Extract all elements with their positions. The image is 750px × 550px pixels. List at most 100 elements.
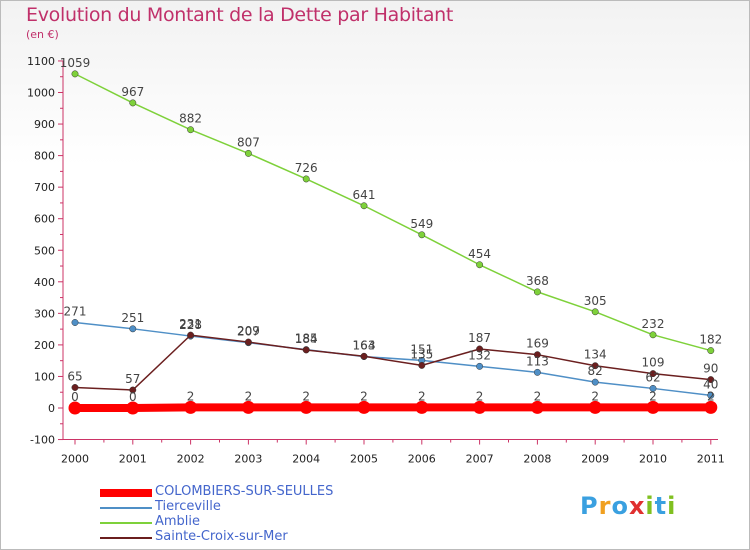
data-label: 2 [418, 389, 426, 403]
data-label: 184 [295, 332, 318, 346]
data-point [299, 400, 313, 414]
data-label: 135 [410, 347, 433, 361]
data-point [588, 400, 602, 414]
x-tick-label: 2000 [61, 453, 89, 466]
data-label: 2 [360, 389, 368, 403]
data-label: 231 [179, 317, 202, 331]
legend-swatch [100, 537, 152, 539]
legend-label: Amblie [155, 514, 201, 529]
data-point [591, 308, 599, 316]
data-label: 65 [67, 369, 82, 383]
data-label: 1059 [60, 56, 91, 70]
data-point [129, 386, 137, 394]
data-point [302, 175, 310, 183]
data-point [707, 347, 715, 355]
legend-label: Tierceville [155, 499, 221, 514]
data-label: 454 [468, 247, 491, 261]
data-point [646, 400, 660, 414]
data-label: 2 [187, 389, 195, 403]
series-line [74, 334, 711, 391]
data-point [533, 351, 541, 359]
data-label: 271 [64, 304, 87, 318]
y-tick-label: 1100 [27, 55, 55, 68]
data-label: 182 [699, 333, 722, 347]
data-point [649, 331, 657, 339]
data-label: 882 [179, 112, 202, 126]
data-point [71, 70, 79, 78]
data-point [187, 126, 195, 134]
data-label: 207 [237, 325, 260, 339]
x-tick-label: 2002 [177, 453, 205, 466]
data-point [357, 400, 371, 414]
data-point [68, 401, 82, 415]
data-label: 169 [526, 337, 549, 351]
data-point [707, 391, 715, 399]
data-point [187, 331, 195, 339]
data-label: 967 [121, 85, 144, 99]
data-label: 113 [526, 354, 549, 368]
data-label: 2 [649, 389, 657, 403]
x-tick-label: 2003 [234, 453, 262, 466]
data-point [476, 362, 484, 370]
data-label: 0 [129, 390, 137, 404]
y-tick-label: 700 [34, 181, 55, 194]
data-label: 726 [295, 161, 318, 175]
y-tick-label: 900 [34, 118, 55, 131]
series-line [75, 403, 711, 412]
data-label: 82 [588, 364, 603, 378]
data-point [476, 345, 484, 353]
data-label: 134 [584, 348, 607, 362]
data-label: 2 [245, 389, 253, 403]
y-tick-label: 100 [34, 370, 55, 383]
data-point [707, 376, 715, 384]
data-label: 164 [353, 338, 376, 352]
y-tick-label: 800 [34, 150, 55, 163]
legend-label: Sainte-Croix-sur-Mer [155, 529, 288, 544]
data-point [415, 400, 429, 414]
x-tick-label: 2005 [350, 453, 378, 466]
y-tick-label: 400 [34, 276, 55, 289]
legend-swatch [100, 489, 152, 497]
data-label: 57 [125, 372, 140, 386]
legend-label: COLOMBIERS-SUR-SEULLES [155, 484, 334, 499]
data-point [129, 325, 137, 333]
data-label: 209 [237, 324, 260, 338]
data-point [649, 370, 657, 378]
data-label: 2 [707, 389, 715, 403]
data-point [476, 261, 484, 269]
data-point [530, 400, 544, 414]
y-tick-label: 600 [34, 213, 55, 226]
data-point [533, 368, 541, 376]
series-line [74, 73, 711, 352]
x-tick-label: 2009 [581, 453, 609, 466]
data-label: 251 [121, 311, 144, 325]
data-label: 62 [645, 370, 660, 384]
data-point [360, 352, 368, 360]
data-point [360, 202, 368, 210]
data-point [302, 346, 310, 354]
data-label: 2 [591, 389, 599, 403]
legend-swatch [100, 507, 152, 509]
x-tick-label: 2011 [697, 453, 725, 466]
data-label: 185 [295, 332, 318, 346]
data-point [649, 384, 657, 392]
data-point [418, 231, 426, 239]
data-label: 305 [584, 294, 607, 308]
chart-subtitle: (en €) [26, 28, 59, 41]
x-tick-label: 2006 [408, 453, 436, 466]
data-point [241, 400, 255, 414]
data-point [244, 149, 252, 157]
data-point [184, 400, 198, 414]
data-label: 232 [642, 317, 665, 331]
data-point [71, 319, 79, 326]
x-tick-label: 2008 [523, 453, 551, 466]
chart-title: Evolution du Montant de la Dette par Hab… [26, 4, 454, 26]
x-tick-label: 2004 [292, 453, 320, 466]
data-label: 40 [703, 377, 718, 391]
data-label: 2 [302, 389, 310, 403]
data-point [126, 401, 140, 415]
data-point [71, 384, 79, 391]
proxiti-logo: Proxiti [580, 492, 677, 520]
